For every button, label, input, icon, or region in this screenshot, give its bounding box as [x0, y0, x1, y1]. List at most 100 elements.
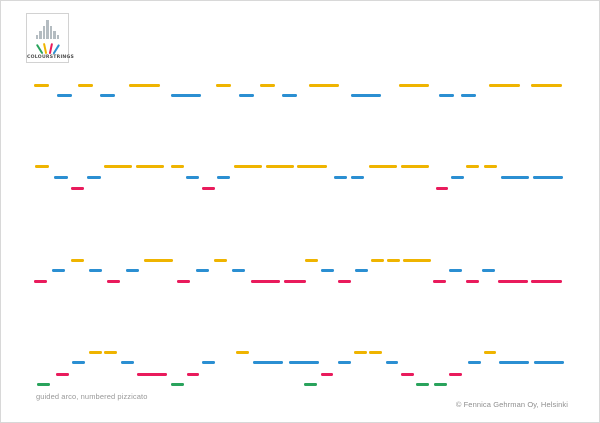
note-dash-blue [468, 361, 481, 364]
note-dash-yellow [216, 84, 231, 87]
note-dash-yellow [234, 165, 262, 168]
note-dash-red [34, 280, 47, 283]
note-dash-red [137, 373, 167, 376]
note-dash-yellow [489, 84, 520, 87]
logo-bar [46, 20, 49, 39]
note-dash-blue [451, 176, 464, 179]
note-dash-blue [87, 176, 101, 179]
note-dash-red [338, 280, 351, 283]
note-dash-red [187, 373, 199, 376]
note-dash-yellow [466, 165, 479, 168]
note-dash-yellow [484, 351, 496, 354]
note-dash-blue [499, 361, 529, 364]
note-dash-red [498, 280, 528, 283]
note-dash-red [56, 373, 69, 376]
note-dash-blue [239, 94, 254, 97]
note-dash-yellow [260, 84, 275, 87]
note-dash-red [531, 280, 562, 283]
note-dash-red [449, 373, 462, 376]
note-dash-red [251, 280, 280, 283]
colourstrings-logo: COLOURSTRINGS [26, 13, 75, 63]
note-dash-red [401, 373, 414, 376]
logo-bar [56, 35, 60, 39]
logo-bar [39, 31, 42, 39]
note-dash-blue [202, 361, 215, 364]
note-dash-blue [351, 94, 381, 97]
note-dash-blue [253, 361, 283, 364]
note-dash-yellow [369, 351, 382, 354]
note-dash-yellow [387, 259, 400, 262]
note-dash-red [436, 187, 448, 190]
note-dash-yellow [104, 165, 132, 168]
note-dash-blue [57, 94, 72, 97]
note-dash-blue [351, 176, 364, 179]
note-dash-yellow [371, 259, 384, 262]
note-dash-yellow [309, 84, 339, 87]
note-dash-red [433, 280, 446, 283]
note-dash-red [202, 187, 215, 190]
note-dash-red [71, 187, 84, 190]
note-dash-red [107, 280, 120, 283]
logo-mark-icon [27, 17, 68, 39]
note-dash-yellow [401, 165, 429, 168]
note-dash-blue [501, 176, 529, 179]
note-dash-blue [217, 176, 230, 179]
note-dash-yellow [78, 84, 93, 87]
note-dash-yellow [136, 165, 164, 168]
note-dash-yellow [354, 351, 367, 354]
note-dash-red [466, 280, 479, 283]
note-dash-yellow [214, 259, 227, 262]
note-dash-blue [338, 361, 351, 364]
note-dash-green [416, 383, 429, 386]
note-dash-blue [232, 269, 245, 272]
note-dash-green [434, 383, 447, 386]
note-dash-blue [52, 269, 65, 272]
note-dash-yellow [34, 84, 49, 87]
note-dash-blue [533, 176, 563, 179]
logo-bar [49, 26, 53, 39]
note-dash-yellow [484, 165, 497, 168]
note-dash-blue [449, 269, 462, 272]
note-dash-blue [72, 361, 85, 364]
note-dash-green [37, 383, 50, 386]
note-dash-blue [89, 269, 102, 272]
logo-bar [53, 31, 56, 39]
note-dash-yellow [531, 84, 562, 87]
note-dash-blue [121, 361, 134, 364]
note-dash-red [321, 373, 333, 376]
note-dash-blue [171, 94, 201, 97]
note-dash-yellow [297, 165, 327, 168]
note-dash-blue [186, 176, 199, 179]
note-dash-yellow [369, 165, 397, 168]
note-dash-blue [355, 269, 368, 272]
logo-bar [35, 35, 39, 39]
logo-bar [42, 26, 46, 39]
note-dash-yellow [129, 84, 160, 87]
note-dash-blue [289, 361, 319, 364]
note-dash-yellow [171, 165, 184, 168]
note-dash-blue [334, 176, 347, 179]
caption-exercise-label: guided arco, numbered pizzicato [36, 392, 148, 401]
note-dash-yellow [104, 351, 117, 354]
note-dash-yellow [144, 259, 173, 262]
note-dash-yellow [399, 84, 429, 87]
note-dash-blue [461, 94, 476, 97]
note-dash-blue [439, 94, 454, 97]
note-dash-green [171, 383, 184, 386]
note-dash-yellow [71, 259, 84, 262]
logo-wordmark: COLOURSTRINGS [27, 55, 75, 60]
note-dash-blue [482, 269, 495, 272]
note-dash-blue [196, 269, 209, 272]
note-dash-yellow [35, 165, 49, 168]
note-dash-yellow [266, 165, 294, 168]
note-dash-red [177, 280, 190, 283]
note-dash-yellow [403, 259, 431, 262]
note-dash-blue [321, 269, 334, 272]
note-dash-yellow [236, 351, 249, 354]
note-dash-blue [100, 94, 115, 97]
note-dash-blue [54, 176, 68, 179]
note-dash-blue [282, 94, 297, 97]
note-dash-blue [386, 361, 398, 364]
note-dash-red [284, 280, 306, 283]
